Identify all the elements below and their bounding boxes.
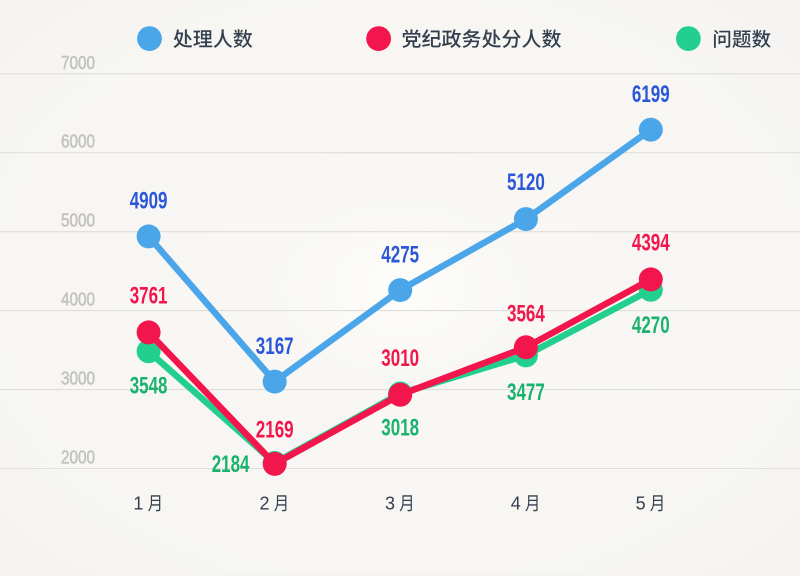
svg-text:6000: 6000 xyxy=(61,132,95,152)
svg-text:3761: 3761 xyxy=(130,283,168,310)
svg-text:2169: 2169 xyxy=(256,417,294,444)
svg-text:2184: 2184 xyxy=(212,451,250,478)
svg-text:4000: 4000 xyxy=(61,290,95,310)
svg-text:3167: 3167 xyxy=(256,333,294,360)
svg-text:6199: 6199 xyxy=(632,81,670,108)
svg-text:3548: 3548 xyxy=(130,372,168,399)
svg-text:3010: 3010 xyxy=(381,345,419,372)
svg-text:2: 2 xyxy=(259,493,269,513)
svg-text:3564: 3564 xyxy=(507,300,545,327)
svg-text:5: 5 xyxy=(636,493,646,513)
svg-text:5000: 5000 xyxy=(61,211,95,231)
svg-text:4909: 4909 xyxy=(130,188,168,215)
svg-text:3018: 3018 xyxy=(381,414,419,441)
svg-text:3000: 3000 xyxy=(61,369,95,389)
svg-text:3477: 3477 xyxy=(507,379,545,406)
svg-text:4275: 4275 xyxy=(381,241,419,268)
svg-text:4394: 4394 xyxy=(632,229,670,256)
svg-text:3: 3 xyxy=(385,493,395,513)
svg-text:4: 4 xyxy=(511,493,521,513)
svg-text:7000: 7000 xyxy=(61,53,95,73)
svg-text:1: 1 xyxy=(133,493,143,513)
svg-text:5120: 5120 xyxy=(507,169,545,196)
svg-text:2000: 2000 xyxy=(61,448,95,468)
svg-text:4270: 4270 xyxy=(632,312,670,339)
